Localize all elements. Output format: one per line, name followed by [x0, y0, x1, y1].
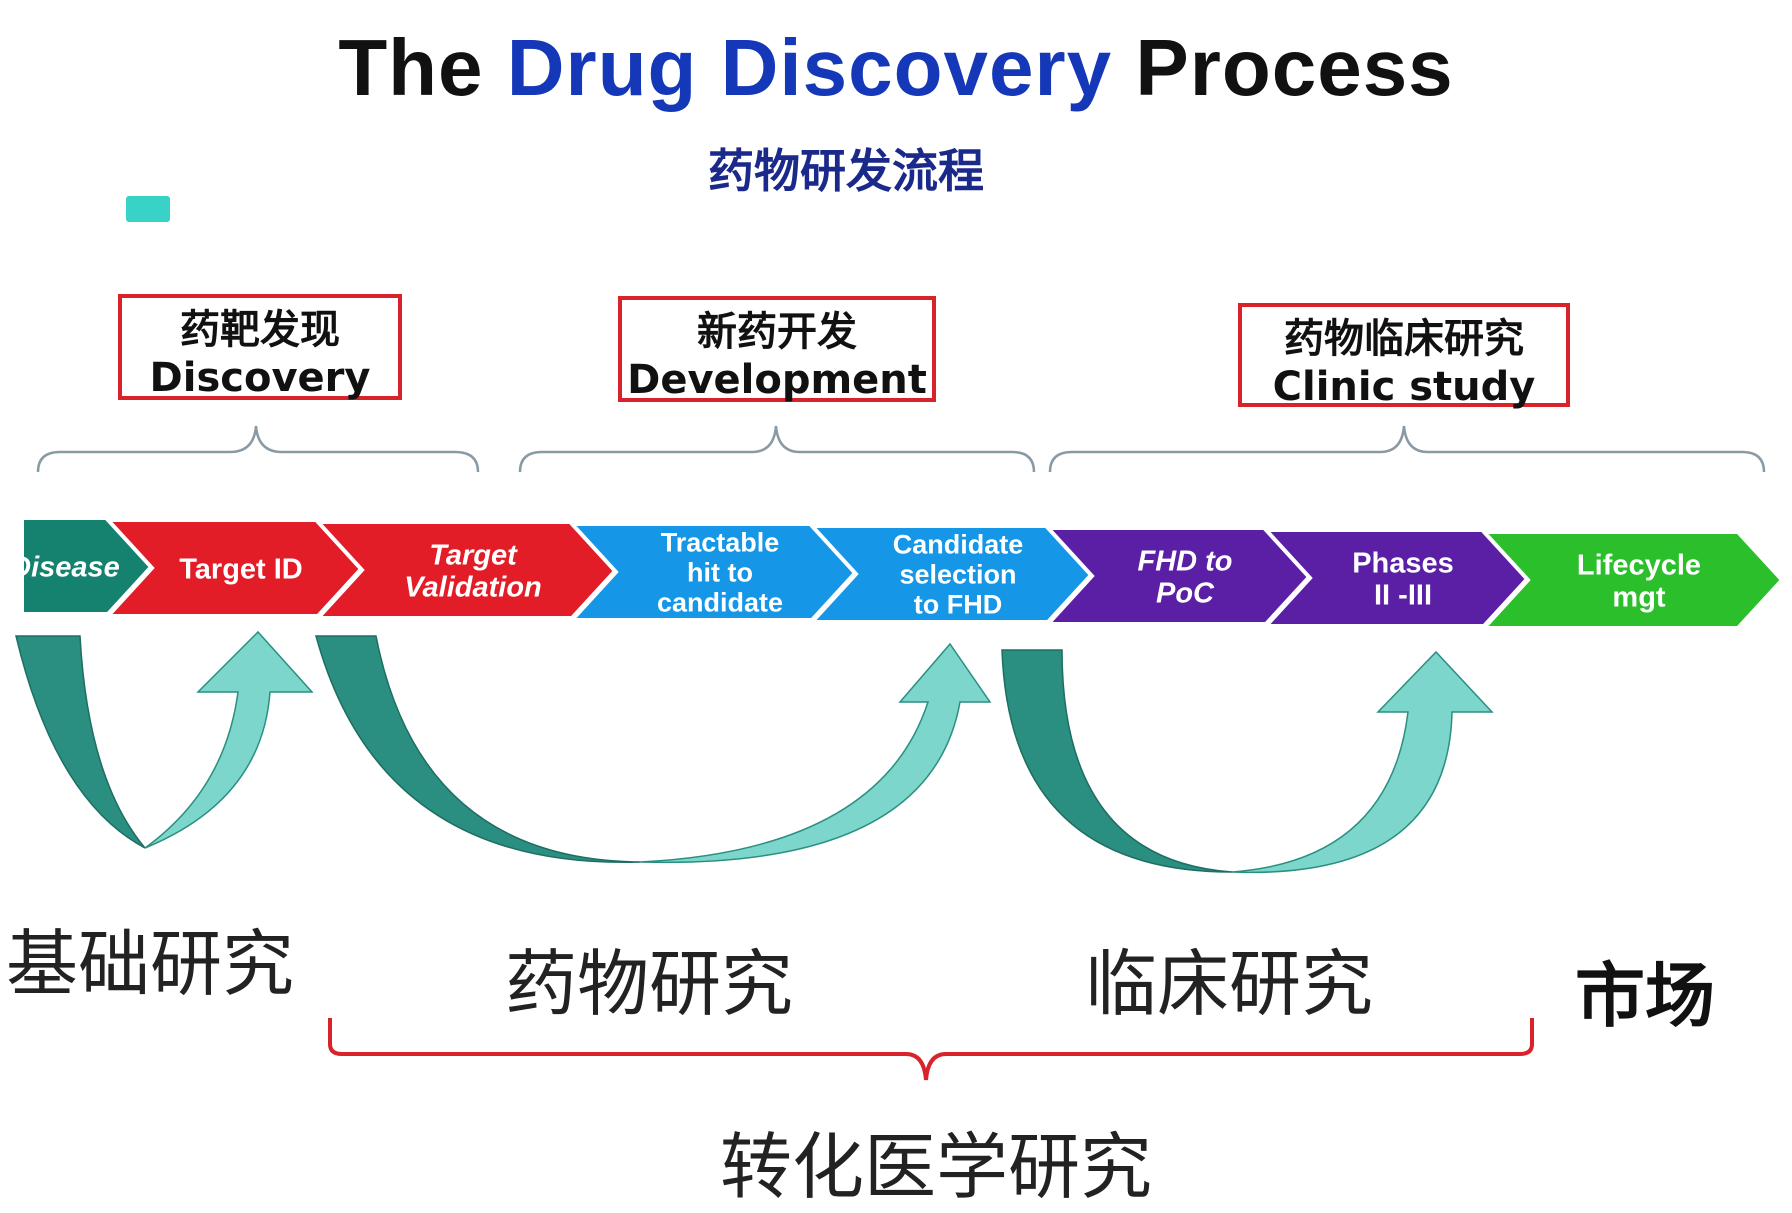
title-highlight: Drug Discovery [506, 23, 1113, 112]
curved-arrow-clinical [1001, 649, 1233, 873]
brace-clinic [1048, 425, 1766, 473]
page-subtitle: 药物研发流程 [708, 144, 984, 198]
stage-label-line: Target [429, 539, 518, 571]
brace-development [518, 425, 1036, 473]
stage-label-line: PoC [1156, 577, 1215, 609]
phase-cn-label: 药物临床研究 [1284, 316, 1524, 362]
stage-label-6: FHD to PoC [1137, 545, 1232, 609]
stage-label-line: Phases [1352, 547, 1454, 579]
decorative-marker [126, 196, 170, 222]
phase-en-label: Discovery [149, 355, 371, 401]
stage-label-line: Lifecycle [1577, 549, 1701, 581]
stage-label-1: Disease [10, 551, 120, 583]
stage-chevron-8 [1479, 530, 1785, 630]
phase-box-development: 新药开发 Development [618, 296, 936, 403]
stage-label-line: selection [899, 560, 1016, 590]
phase-cn-label: 药靶发现 [180, 307, 340, 353]
brace-discovery [36, 425, 480, 473]
curved-arrow-clinical-head [1231, 650, 1494, 874]
label-drug-research: 药物研究 [505, 942, 794, 1026]
phase-en-label: Development [627, 357, 927, 403]
phase-braces [36, 425, 1766, 473]
translational-bracket [328, 1018, 1534, 1081]
stage-label-line: Candidate [893, 530, 1024, 560]
label-clinical-research: 临床研究 [1085, 942, 1374, 1026]
stage-label-line: hit to [687, 558, 753, 588]
page-title: The Drug Discovery Process [0, 22, 1792, 114]
stage-label-line: II -III [1374, 579, 1432, 611]
stage-label-line: Validation [404, 571, 542, 603]
title-part1: The [338, 23, 484, 112]
stage-label-line: mgt [1612, 581, 1666, 613]
stage-label-2: Target ID [179, 553, 303, 585]
curved-arrow-drug [315, 635, 641, 863]
curved-arrow-basic [15, 635, 146, 849]
stage-label-line: FHD to [1137, 545, 1232, 577]
label-market: 市场 [1575, 955, 1715, 1037]
stage-label-line: Tractable [661, 528, 780, 558]
stage-label-line: Disease [10, 551, 120, 583]
curved-arrow-basic-head [144, 630, 314, 849]
phase-box-discovery: 药靶发现 Discovery [118, 294, 402, 401]
stage-label-7: Phases II -III [1352, 547, 1454, 611]
stage-label-line: Target ID [179, 553, 303, 585]
stage-label-4: Tractable hit to candidate [657, 528, 783, 618]
title-part2: Process [1135, 23, 1454, 112]
stage-chevrons: Disease Target ID Target Validation Tractabl… [10, 516, 1785, 630]
stage-label-line: candidate [657, 588, 783, 618]
phase-cn-label: 新药开发 [697, 309, 857, 355]
phase-en-label: Clinic study [1272, 364, 1536, 410]
label-translational-research: 转化医学研究 [720, 1125, 1153, 1209]
phase-box-clinic: 药物临床研究 Clinic study [1238, 303, 1570, 410]
curved-arrows [15, 630, 1494, 874]
label-basic-research: 基础研究 [6, 922, 295, 1006]
stage-label-8: Lifecycle mgt [1577, 549, 1701, 613]
curved-arrow-drug-head [639, 642, 992, 864]
stage-label-3: Target Validation [404, 539, 542, 603]
stage-label-line: to FHD [914, 590, 1002, 620]
stage-label-5: Candidate selection to FHD [893, 530, 1024, 620]
